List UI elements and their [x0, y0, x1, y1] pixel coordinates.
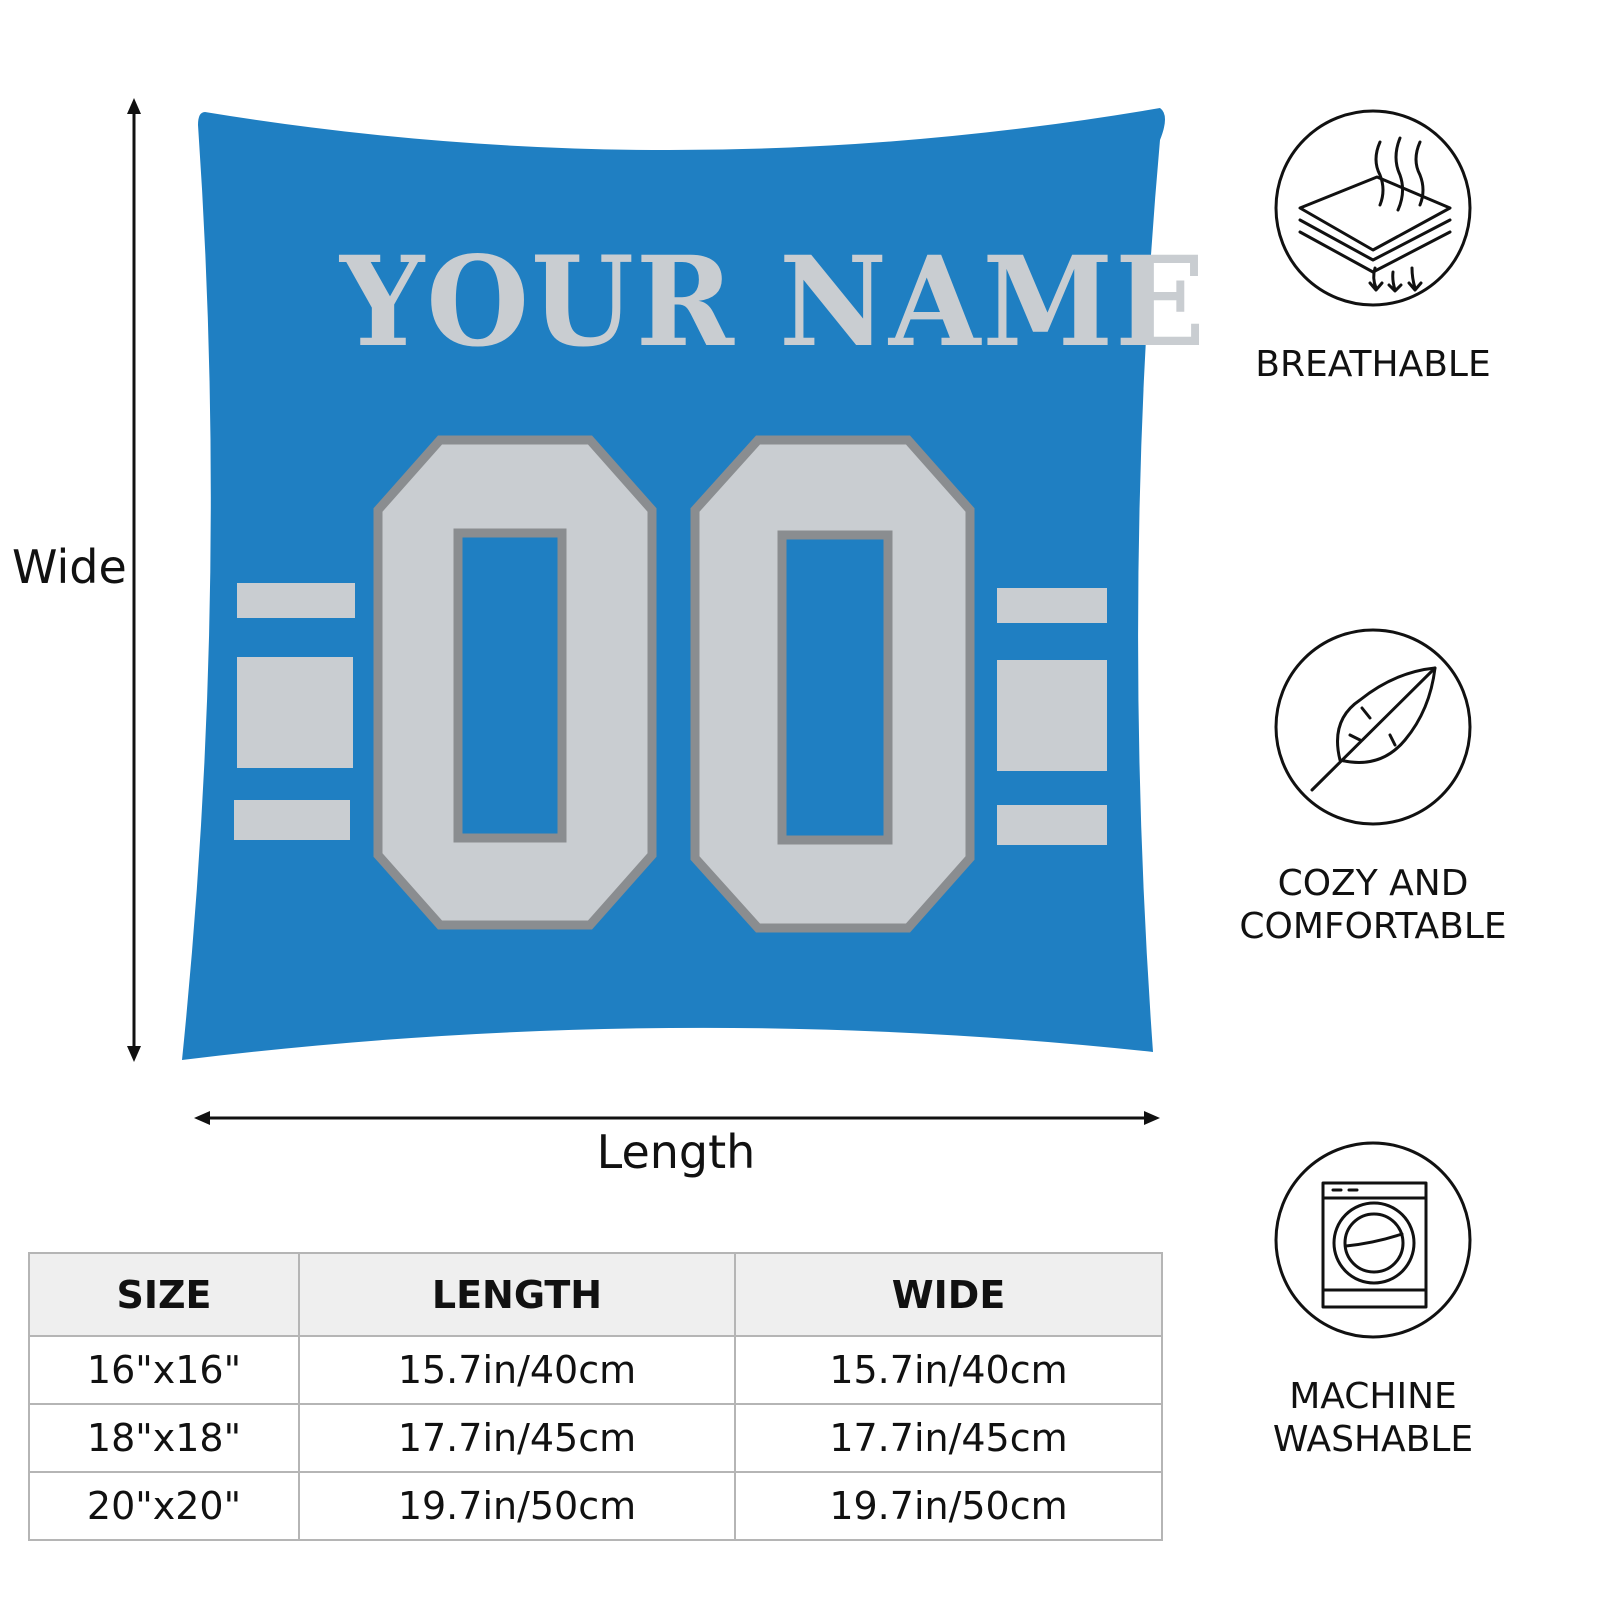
column-header: LENGTH	[298, 1252, 736, 1337]
feature-label: COZY AND	[1277, 863, 1469, 904]
digit-zero	[373, 435, 657, 930]
sleeve-stripes	[234, 583, 1107, 845]
feather-icon	[1274, 628, 1472, 826]
column-header: WIDE	[734, 1252, 1163, 1337]
table-cell: 16"x16"	[28, 1335, 300, 1405]
wide-arrow	[127, 98, 141, 1062]
table-cell: 15.7in/40cm	[298, 1335, 736, 1405]
feature-breathable: BREATHABLE	[1213, 343, 1533, 386]
stripe	[237, 583, 355, 618]
table-cell: 17.7in/45cm	[298, 1403, 736, 1473]
table-header-row: SIZE LENGTH WIDE	[28, 1252, 1163, 1337]
jersey-number	[373, 435, 975, 933]
table-cell: 18"x18"	[28, 1403, 300, 1473]
table-row: 18"x18" 17.7in/45cm 17.7in/45cm	[28, 1403, 1163, 1473]
stripe	[237, 657, 353, 768]
feature-cozy: COZY AND COMFORTABLE	[1213, 862, 1533, 948]
length-label: Length	[596, 1125, 756, 1179]
feature-label: WASHABLE	[1272, 1419, 1474, 1460]
wide-label: Wide	[12, 540, 127, 594]
name-text: YOUR NAME	[340, 228, 1208, 375]
size-table: SIZE LENGTH WIDE 16"x16" 15.7in/40cm 15.…	[28, 1252, 1163, 1541]
table-row: 16"x16" 15.7in/40cm 15.7in/40cm	[28, 1335, 1163, 1405]
stripe	[997, 588, 1107, 623]
feature-label: MACHINE	[1289, 1376, 1457, 1417]
table-cell: 15.7in/40cm	[734, 1335, 1163, 1405]
stripe	[997, 660, 1107, 771]
table-row: 20"x20" 19.7in/50cm 19.7in/50cm	[28, 1471, 1163, 1541]
column-header: SIZE	[28, 1252, 300, 1337]
stripe	[234, 800, 350, 840]
length-arrow	[194, 1111, 1160, 1125]
table-cell: 19.7in/50cm	[734, 1471, 1163, 1541]
washing-machine-icon	[1274, 1141, 1472, 1339]
table-cell: 20"x20"	[28, 1471, 300, 1541]
feature-label: COMFORTABLE	[1239, 906, 1507, 947]
feature-washable: MACHINE WASHABLE	[1213, 1375, 1533, 1461]
table-cell: 19.7in/50cm	[298, 1471, 736, 1541]
digit-zero	[690, 435, 975, 933]
stripe	[997, 805, 1107, 845]
feature-label: BREATHABLE	[1255, 344, 1491, 385]
table-cell: 17.7in/45cm	[734, 1403, 1163, 1473]
breathable-layers-icon	[1274, 109, 1472, 307]
